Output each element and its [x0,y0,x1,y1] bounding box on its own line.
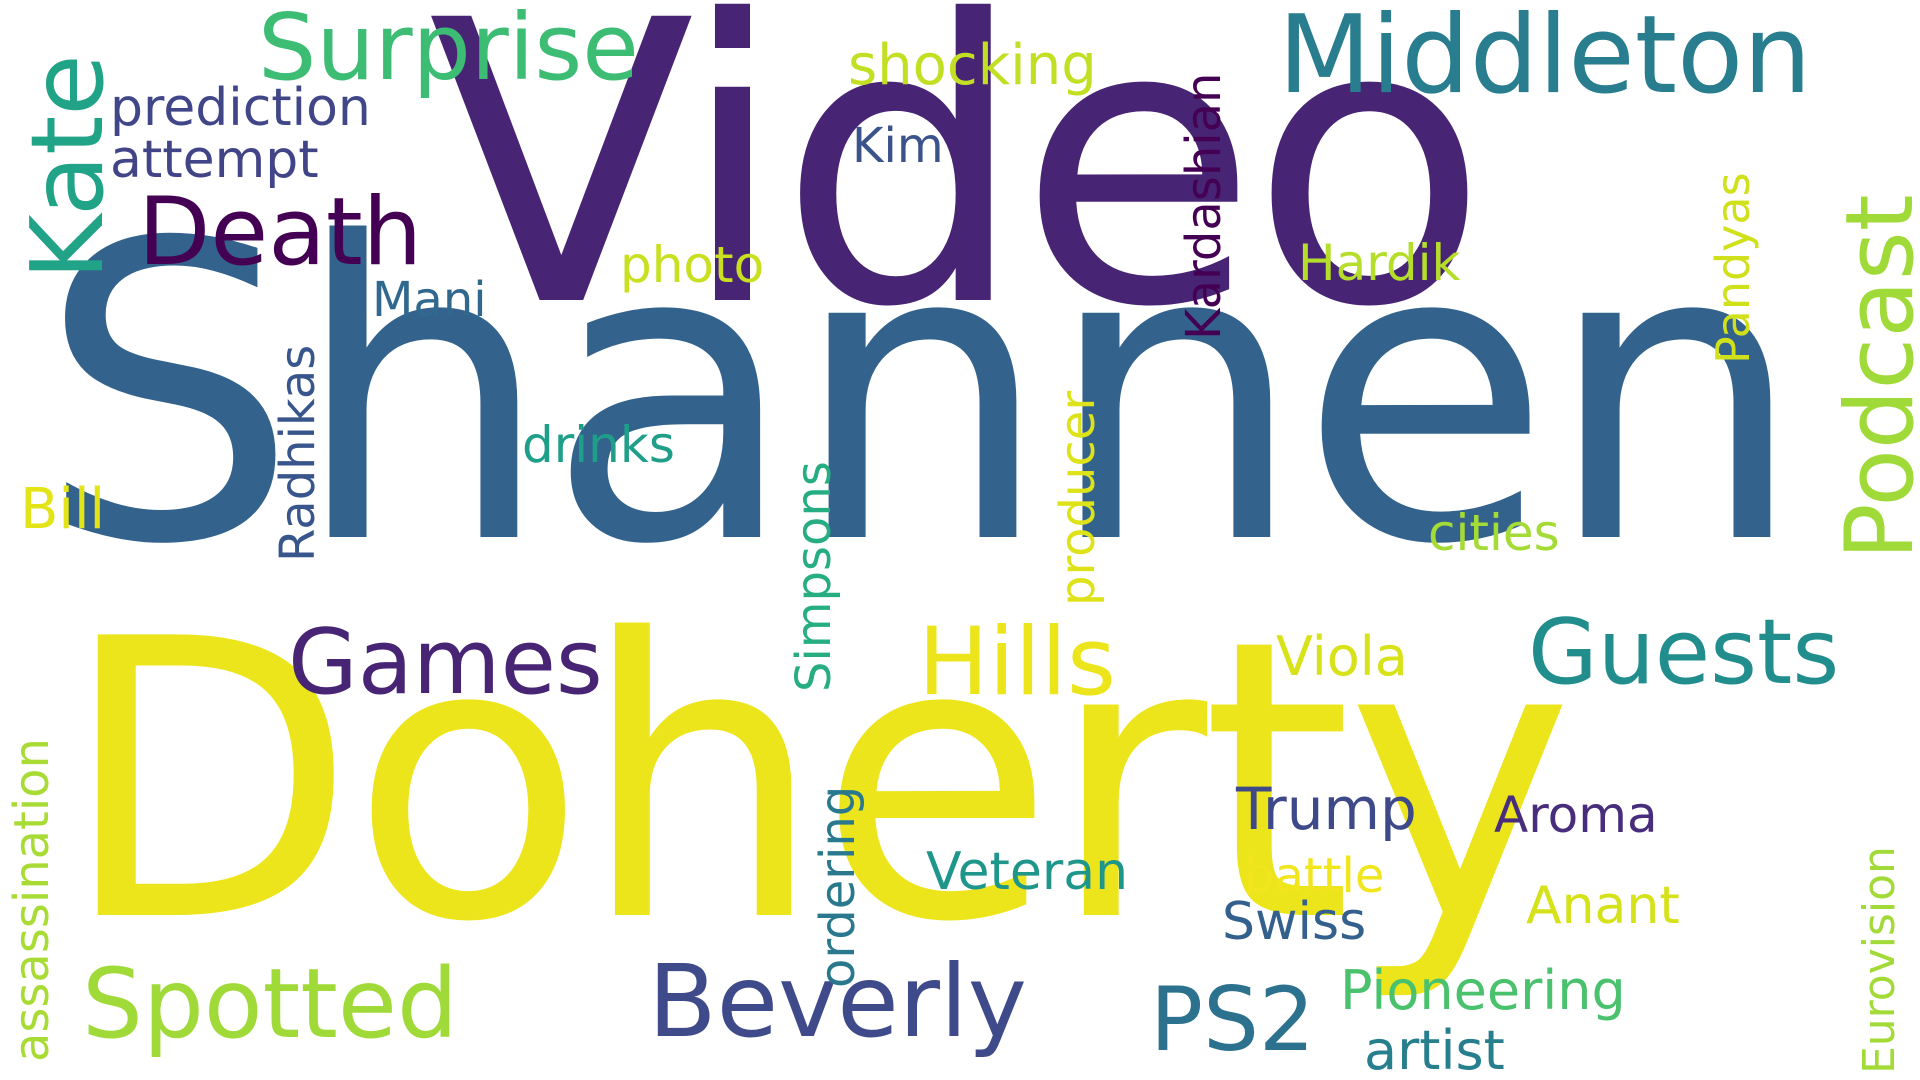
word-pioneering: Pioneering [1340,959,1626,1022]
word-pandyas: Pandyas [1706,172,1760,364]
word-artist: artist [1364,1019,1505,1080]
word-shocking: shocking [848,33,1097,98]
word-kim: Kim [852,118,944,174]
word-mani: Mani [372,272,487,328]
word-ordering: ordering [810,785,866,988]
word-battle: battle [1244,848,1385,904]
word-spotted: Spotted [82,948,458,1060]
word-attempt: attempt [110,130,319,190]
word-trump: Trump [1236,775,1417,843]
word-eurovision: Eurovision [1854,846,1905,1074]
word-hardik: Hardik [1298,234,1461,292]
word-guests: Guests [1528,600,1840,705]
word-kardashian: Kardashian [1176,72,1232,340]
word-doherty: Doherty [60,558,1574,1006]
word-kate: Kate [9,54,126,280]
word-video: Video [428,0,1489,392]
word-prediction: prediction [110,78,371,138]
word-surprise: Surprise [258,0,639,101]
word-beverly: Beverly [648,943,1027,1060]
word-middleton: Middleton [1278,0,1812,118]
word-simpsons: Simpsons [786,461,842,692]
word-podcast: Podcast [1826,194,1920,560]
word-producer: producer [1050,390,1106,606]
word-radhikas: Radhikas [270,344,326,562]
word-shannen: Shannen [38,156,1805,634]
word-swiss: Swiss [1222,892,1367,952]
word-photo: photo [620,236,765,294]
word-drinks: drinks [522,416,675,474]
word-veteran: Veteran [926,842,1129,902]
word-cities: cities [1428,504,1560,562]
word-ps2: PS2 [1150,968,1315,1071]
word-hills: Hills [918,608,1117,717]
word-assassination: assassination [4,738,60,1062]
word-bill: Bill [20,477,106,542]
word-viola: Viola [1276,625,1408,688]
word-games: Games [288,610,603,715]
word-anant: Anant [1526,876,1680,936]
word-aroma: Aroma [1494,786,1658,844]
word-death: Death [138,178,423,287]
